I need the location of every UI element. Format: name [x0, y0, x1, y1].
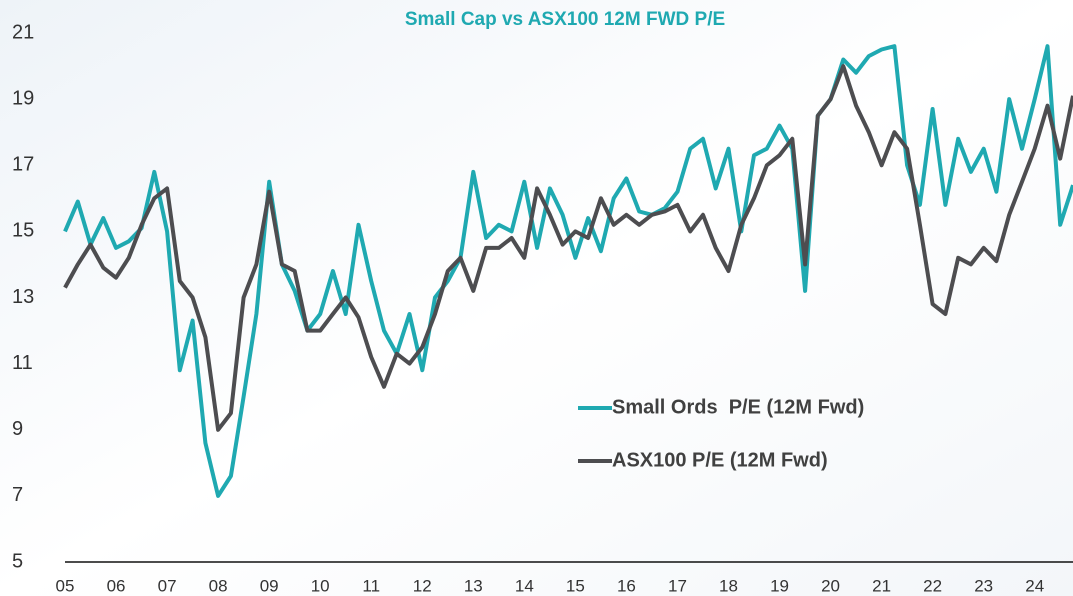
y-tick-label: 11	[12, 352, 33, 374]
x-tick-label: 12	[413, 576, 432, 595]
x-tick-label: 05	[56, 576, 75, 595]
y-tick-label: 13	[12, 286, 34, 308]
legend-label: ASX100 P/E (12M Fwd)	[612, 449, 828, 471]
x-tick-label: 16	[617, 576, 636, 595]
x-tick-label: 09	[260, 576, 279, 595]
y-tick-label: 19	[12, 87, 34, 109]
x-tick-label: 24	[1025, 576, 1044, 595]
x-tick-label: 21	[872, 576, 891, 595]
y-tick-label: 5	[12, 550, 23, 572]
x-tick-label: 20	[821, 576, 840, 595]
series-line	[63, 64, 1073, 432]
y-tick-label: 17	[12, 154, 34, 176]
y-tick-label: 7	[12, 484, 23, 506]
legend-label: Small Ords P/E (12M Fwd)	[612, 396, 864, 418]
y-tick-label: 15	[12, 220, 34, 242]
x-tick-label: 19	[770, 576, 789, 595]
x-tick-label: 07	[158, 576, 177, 595]
x-tick-label: 18	[719, 576, 738, 595]
x-tick-label: 06	[107, 576, 126, 595]
x-tick-label: 10	[311, 576, 330, 595]
x-tick-label: 17	[668, 576, 687, 595]
x-tick-label: 11	[362, 576, 380, 595]
y-tick-label: 21	[12, 21, 34, 43]
x-tick-label: 08	[209, 576, 228, 595]
x-tick-label: 23	[974, 576, 993, 595]
x-tick-label: 15	[566, 576, 585, 595]
chart-title: Small Cap vs ASX100 12M FWD P/E	[405, 9, 725, 30]
y-tick-label: 9	[12, 418, 23, 440]
x-tick-label: 14	[515, 576, 534, 595]
x-tick-label: 13	[464, 576, 483, 595]
x-tick-label: 22	[923, 576, 942, 595]
